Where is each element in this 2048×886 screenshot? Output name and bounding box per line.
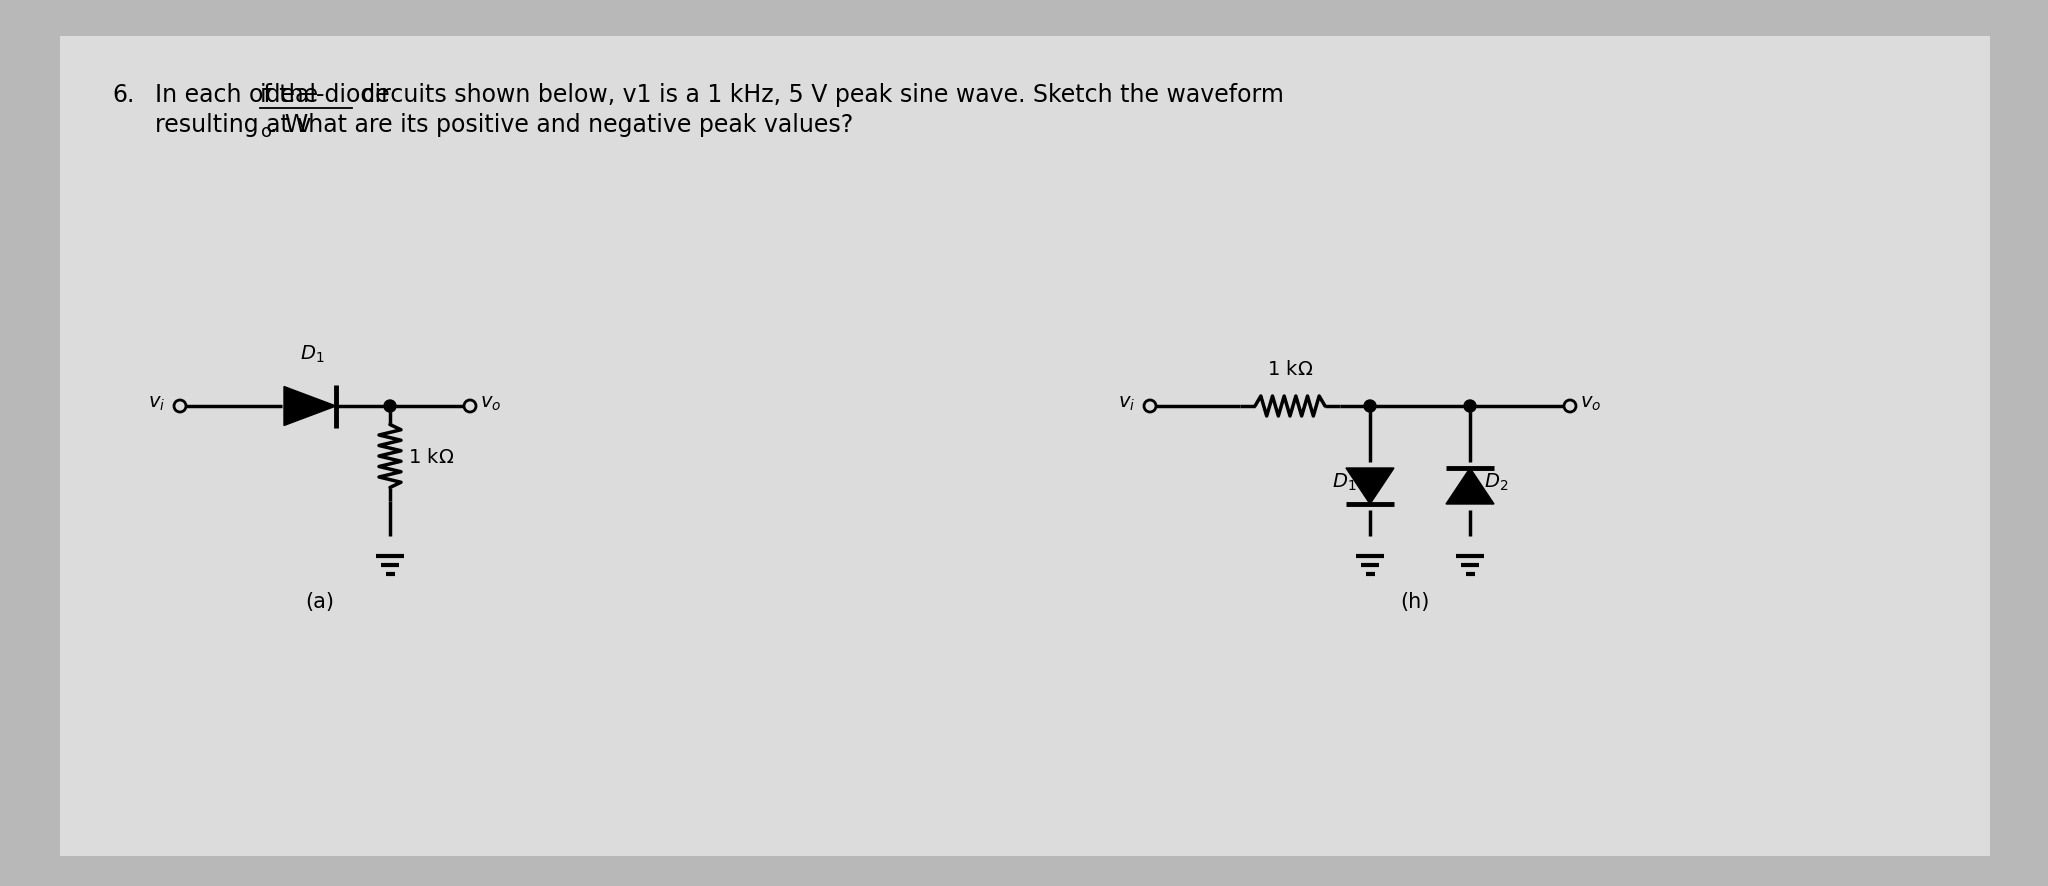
Circle shape — [1464, 400, 1477, 413]
Text: $v_o$: $v_o$ — [479, 394, 502, 413]
Polygon shape — [1446, 469, 1493, 504]
Text: $D_1$: $D_1$ — [1331, 470, 1356, 492]
Circle shape — [1364, 400, 1376, 413]
Text: In each of the: In each of the — [156, 83, 326, 107]
Text: $v_o$: $v_o$ — [1579, 394, 1602, 413]
Text: (a): (a) — [305, 591, 334, 611]
Text: $D_2$: $D_2$ — [1485, 470, 1507, 492]
Text: $1\ \mathrm{k\Omega}$: $1\ \mathrm{k\Omega}$ — [408, 447, 455, 466]
Text: ideal-diode: ideal-diode — [260, 83, 391, 107]
Polygon shape — [1346, 469, 1395, 504]
Text: . What are its positive and negative peak values?: . What are its positive and negative pea… — [270, 113, 854, 136]
Text: $1\ \mathrm{k\Omega}$: $1\ \mathrm{k\Omega}$ — [1268, 360, 1313, 378]
Text: $v_i$: $v_i$ — [147, 394, 166, 413]
Text: o: o — [260, 123, 272, 141]
Text: circuits shown below, v1 is a 1 kHz, 5 V peak sine wave. Sketch the waveform: circuits shown below, v1 is a 1 kHz, 5 V… — [354, 83, 1284, 107]
Text: $v_i$: $v_i$ — [1118, 394, 1135, 413]
Text: (h): (h) — [1401, 591, 1430, 611]
Circle shape — [385, 400, 395, 413]
FancyBboxPatch shape — [59, 37, 1991, 856]
Text: 6.: 6. — [113, 83, 135, 107]
Text: $D_1$: $D_1$ — [299, 343, 324, 364]
Text: resulting at v: resulting at v — [156, 113, 311, 136]
Polygon shape — [285, 387, 336, 426]
